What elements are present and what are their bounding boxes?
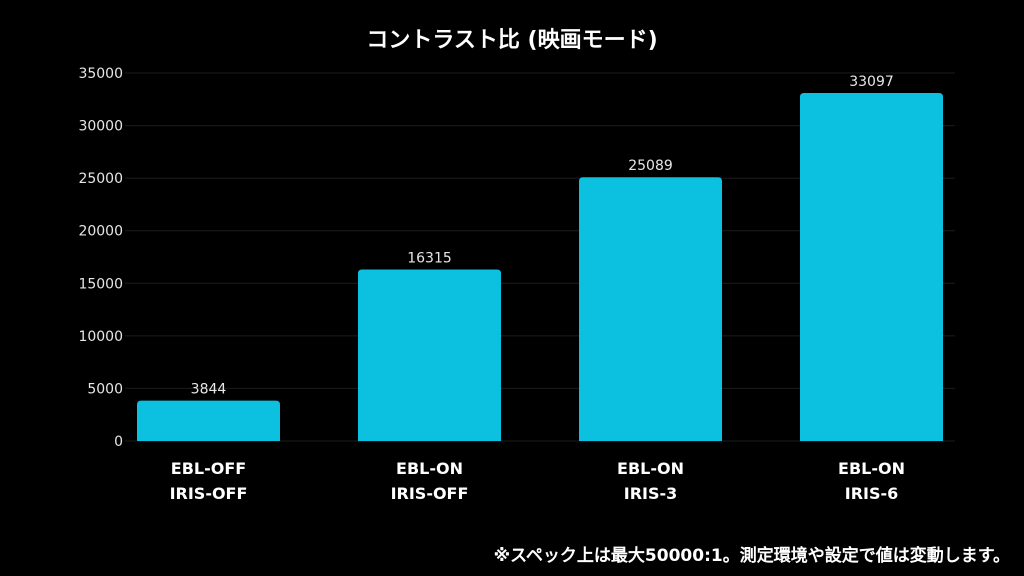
x-tick-label: EBL-OFF — [171, 459, 246, 478]
x-tick-label: IRIS-OFF — [391, 484, 469, 503]
data-label: 25089 — [628, 158, 673, 174]
y-tick-label: 30000 — [78, 119, 123, 135]
x-tick-label: EBL-ON — [838, 459, 905, 478]
x-tick-label: EBL-ON — [396, 459, 463, 478]
y-tick-label: 15000 — [78, 276, 123, 292]
bar — [137, 400, 280, 441]
footnote: ※スペック上は最大50000:1。測定環境や設定で値は変動します。 — [493, 546, 1010, 566]
bar — [358, 269, 501, 441]
y-tick-label: 10000 — [78, 329, 123, 345]
bar — [579, 177, 722, 441]
x-tick-label: EBL-ON — [617, 459, 684, 478]
chart-title: コントラスト比 (映画モード) — [366, 28, 658, 53]
x-tick-label: IRIS-OFF — [170, 484, 248, 503]
x-tick-label: IRIS-3 — [624, 484, 678, 503]
y-tick-label: 25000 — [78, 171, 123, 187]
y-tick-label: 0 — [114, 434, 123, 450]
y-tick-label: 35000 — [78, 66, 123, 82]
data-label: 3844 — [191, 382, 227, 398]
data-label: 16315 — [407, 250, 452, 266]
y-tick-label: 20000 — [78, 224, 123, 240]
y-tick-label: 5000 — [87, 381, 123, 397]
data-label: 33097 — [849, 74, 894, 90]
bar — [800, 93, 943, 442]
x-tick-label: IRIS-6 — [845, 484, 899, 503]
